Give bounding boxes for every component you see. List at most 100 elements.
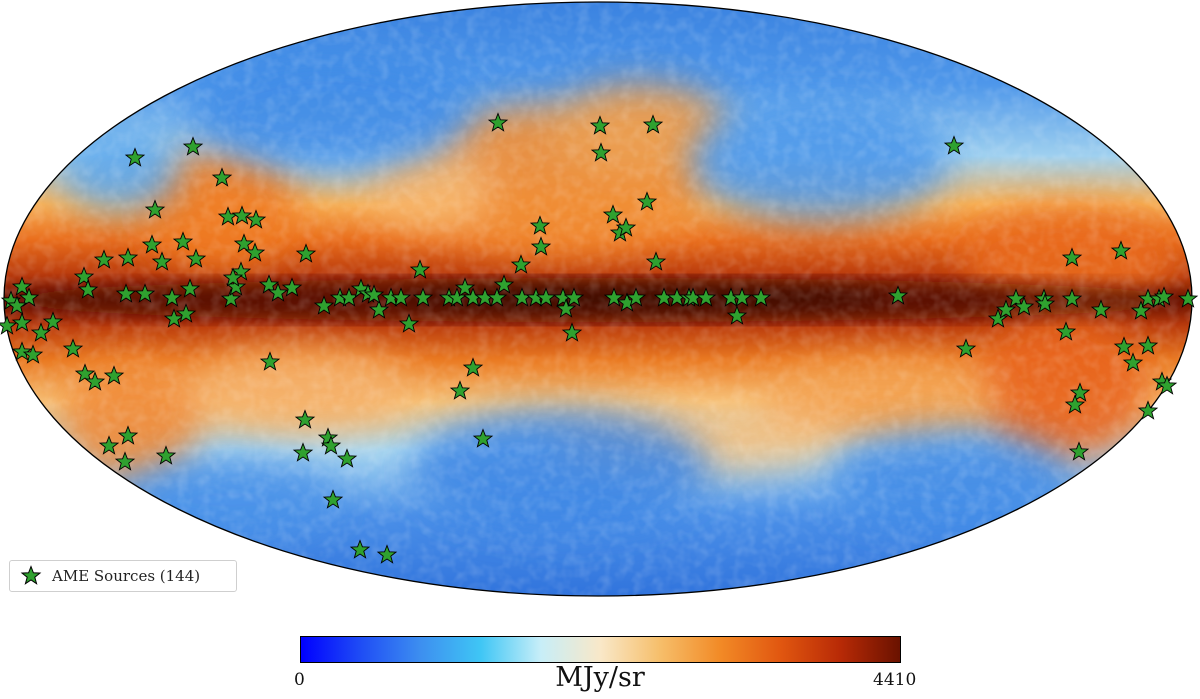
ame-source-star xyxy=(363,284,385,304)
ame-source-star xyxy=(486,287,508,307)
ame-source-star xyxy=(376,544,398,564)
ame-source-star xyxy=(487,112,509,132)
ame-source-star xyxy=(211,167,233,187)
ame-source-star xyxy=(590,142,612,162)
ame-source-star xyxy=(987,308,1009,328)
ame-source-star xyxy=(144,199,166,219)
ame-source-star xyxy=(1122,352,1144,372)
ame-source-star xyxy=(615,217,637,237)
ame-source-star xyxy=(636,191,658,211)
ame-source-star xyxy=(1137,400,1159,420)
ame-source-star xyxy=(281,277,303,297)
ame-source-star xyxy=(18,287,40,307)
ame-source-star xyxy=(530,236,552,256)
ame-source-star xyxy=(1153,286,1175,306)
ame-source-star xyxy=(390,287,412,307)
ame-source-star xyxy=(336,448,358,468)
ame-source-star xyxy=(695,287,717,307)
ame-source-star xyxy=(887,285,909,305)
colorbar-min-label: 0 xyxy=(294,670,305,690)
legend: AME Sources (144) xyxy=(9,560,237,592)
ame-source-star xyxy=(161,287,183,307)
ame-source-star xyxy=(561,322,583,342)
ame-source-star xyxy=(750,287,772,307)
ame-source-star xyxy=(1156,375,1178,395)
ame-source-star xyxy=(1034,293,1056,313)
ame-source-star xyxy=(602,204,624,224)
ame-source-star xyxy=(245,209,267,229)
ame-source-star xyxy=(6,295,28,315)
ame-source-star xyxy=(529,215,551,235)
ame-source-star xyxy=(317,427,339,447)
ame-source-star xyxy=(368,299,390,319)
ame-source-star xyxy=(349,539,371,559)
ame-source-star xyxy=(589,115,611,135)
ame-source-star xyxy=(493,274,515,294)
ame-source-star xyxy=(117,425,139,445)
ame-source-star xyxy=(625,287,647,307)
ame-source-star xyxy=(179,278,201,298)
ame-source-star xyxy=(117,247,139,267)
ame-source-star xyxy=(185,248,207,268)
ame-source-star xyxy=(62,338,84,358)
ame-source-star xyxy=(98,435,120,455)
ame-source-star xyxy=(1130,300,1152,320)
ame-source-star xyxy=(231,205,253,225)
ame-source-star xyxy=(22,344,44,364)
ame-source-star xyxy=(412,287,434,307)
ame-source-star xyxy=(1113,336,1135,356)
ame-source-star xyxy=(535,287,557,307)
ame-source-star xyxy=(258,274,280,294)
ame-source-star xyxy=(93,249,115,269)
ame-source-star xyxy=(313,295,335,315)
ame-source-star xyxy=(1061,247,1083,267)
ame-source-star xyxy=(30,322,52,342)
star-icon xyxy=(20,565,42,585)
ame-source-star xyxy=(114,451,136,471)
ame-source-star xyxy=(454,277,476,297)
ame-source-star xyxy=(995,299,1017,319)
ame-source-star xyxy=(320,435,342,455)
ame-source-star xyxy=(409,259,431,279)
ame-source-star xyxy=(1064,394,1086,414)
ame-source-star xyxy=(74,363,96,383)
ame-source-star xyxy=(510,254,532,274)
ame-source-star xyxy=(1013,296,1035,316)
ame-source-star xyxy=(462,357,484,377)
colorbar-unit-label: MJy/sr xyxy=(555,662,645,693)
ame-source-star xyxy=(449,380,471,400)
ame-source-star xyxy=(555,298,577,318)
ame-source-markers xyxy=(0,112,1199,564)
ame-source-star xyxy=(642,114,664,134)
ame-source-star xyxy=(42,311,64,331)
ame-source-star xyxy=(0,315,18,335)
ame-source-star xyxy=(151,251,173,271)
ame-source-star xyxy=(1137,335,1159,355)
ame-source-star xyxy=(115,283,137,303)
ame-source-star xyxy=(398,313,420,333)
ame-source-star xyxy=(244,242,266,262)
ame-source-star xyxy=(294,409,316,429)
colorbar-max-label: 4410 xyxy=(873,670,917,690)
ame-source-star xyxy=(124,147,146,167)
ame-source-star xyxy=(233,233,255,253)
legend-label: AME Sources (144) xyxy=(52,567,201,585)
ame-source-star xyxy=(1069,382,1091,402)
ame-source-star xyxy=(163,308,185,328)
ame-source-star xyxy=(267,282,289,302)
ame-source-star xyxy=(103,365,125,385)
ame-source-star xyxy=(134,283,156,303)
ame-source-star xyxy=(222,267,244,287)
ame-source-star xyxy=(955,338,977,358)
colorbar xyxy=(300,636,901,663)
ame-source-star xyxy=(731,287,753,307)
ame-source-star xyxy=(603,287,625,307)
ame-source-star xyxy=(563,287,585,307)
ame-source-star xyxy=(1068,441,1090,461)
ame-source-star xyxy=(1110,240,1132,260)
ame-source-star xyxy=(1005,288,1027,308)
ame-source-star xyxy=(175,303,197,323)
ame-source-star xyxy=(645,251,667,271)
ame-source-star xyxy=(943,135,965,155)
